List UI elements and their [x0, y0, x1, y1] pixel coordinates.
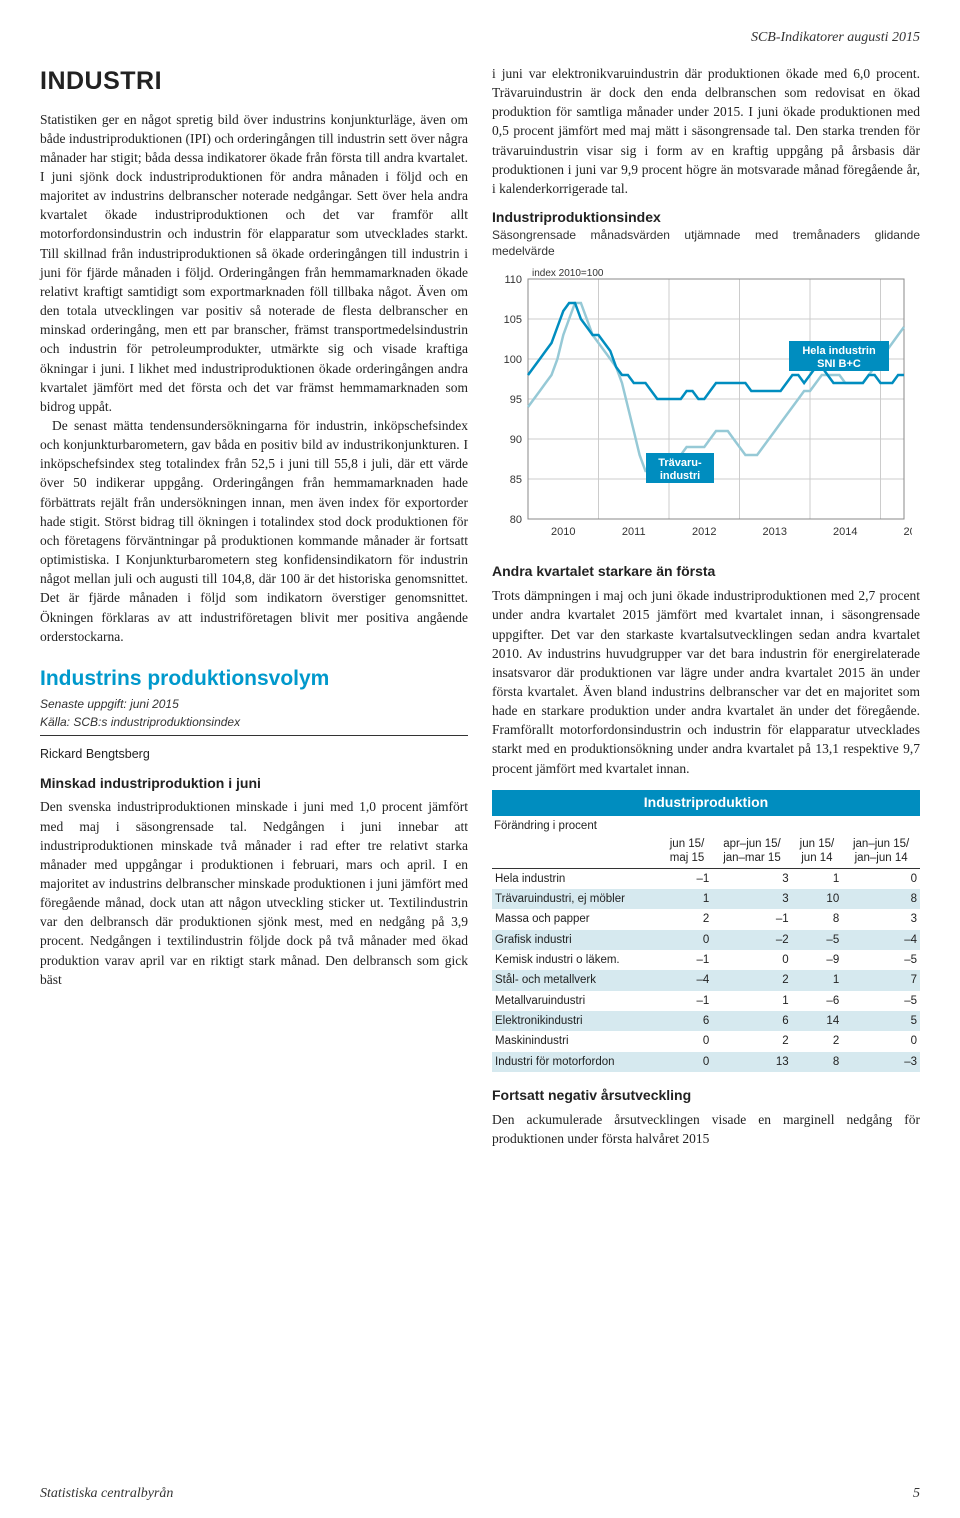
footer-source: Statistiska centralbyrån: [40, 1486, 173, 1502]
page-footer: Statistiska centralbyrån 5: [40, 1486, 920, 1502]
subheading: Fortsatt negativ årsutveckling: [492, 1086, 920, 1106]
body-paragraph: i juni var elektronikvaruindustrin där p…: [492, 64, 920, 198]
table-container: Industriproduktion Förändring i procent …: [492, 790, 920, 1072]
svg-text:SNI B+C: SNI B+C: [817, 358, 861, 370]
data-table: jun 15/maj 15apr–jun 15/jan–mar 15jun 15…: [492, 836, 920, 1072]
svg-text:Hela industrin: Hela industrin: [802, 345, 876, 357]
two-column-layout: INDUSTRI Statistiken ger en något spreti…: [40, 64, 920, 1148]
svg-text:2010: 2010: [551, 526, 575, 538]
svg-text:105: 105: [504, 314, 522, 326]
table-title: Industriproduktion: [492, 790, 920, 816]
blue-heading: Industrins produktionsvolym: [40, 664, 468, 694]
body-paragraph: Trots dämpningen i maj och juni ökade in…: [492, 586, 920, 778]
header-issue: SCB-Indikatorer augusti 2015: [40, 30, 920, 46]
svg-text:90: 90: [510, 434, 522, 446]
chart-subtitle: Säsongrensade månadsvärden utjämnade med…: [492, 228, 920, 259]
svg-text:100: 100: [504, 354, 522, 366]
svg-text:2012: 2012: [692, 526, 716, 538]
svg-text:2011: 2011: [622, 526, 646, 538]
body-paragraph: Den ackumulerade årsutvecklingen visade …: [492, 1110, 920, 1148]
divider: [40, 735, 468, 736]
chart-container: Industriproduktionsindex Säsongrensade m…: [492, 208, 920, 548]
body-paragraph: De senast mätta tendensundersökningarna …: [40, 416, 468, 646]
line-chart: 80 85 90 95 100 105 110 index 2010=100 2010 2011 2…: [492, 263, 912, 543]
table-subtitle: Förändring i procent: [492, 816, 920, 836]
svg-text:85: 85: [510, 474, 522, 486]
svg-text:110: 110: [504, 274, 522, 286]
body-paragraph: Statistiken ger en något spretig bild öv…: [40, 110, 468, 417]
svg-text:index 2010=100: index 2010=100: [532, 268, 604, 279]
meta-line: Källa: SCB:s industriproduktionsindex: [40, 714, 468, 731]
subheading: Minskad industriproduktion i juni: [40, 774, 468, 794]
svg-text:industri: industri: [660, 470, 700, 482]
svg-text:2015: 2015: [904, 526, 912, 538]
subheading: Andra kvartalet starkare än första: [492, 562, 920, 582]
svg-text:Trävaru-: Trävaru-: [658, 457, 702, 469]
body-paragraph: Den svenska industriproduktionen minskad…: [40, 797, 468, 989]
right-column: i juni var elektronikvaruindustrin där p…: [492, 64, 920, 1148]
svg-text:80: 80: [510, 514, 522, 526]
chart-title: Industriproduktionsindex: [492, 208, 920, 228]
left-column: INDUSTRI Statistiken ger en något spreti…: [40, 64, 468, 1148]
section-title: INDUSTRI: [40, 64, 468, 100]
meta-line: Senaste uppgift: juni 2015: [40, 696, 468, 713]
page-number: 5: [913, 1486, 920, 1502]
svg-text:95: 95: [510, 394, 522, 406]
author-name: Rickard Bengtsberg: [40, 746, 468, 764]
svg-text:2014: 2014: [833, 526, 857, 538]
svg-text:2013: 2013: [763, 526, 787, 538]
